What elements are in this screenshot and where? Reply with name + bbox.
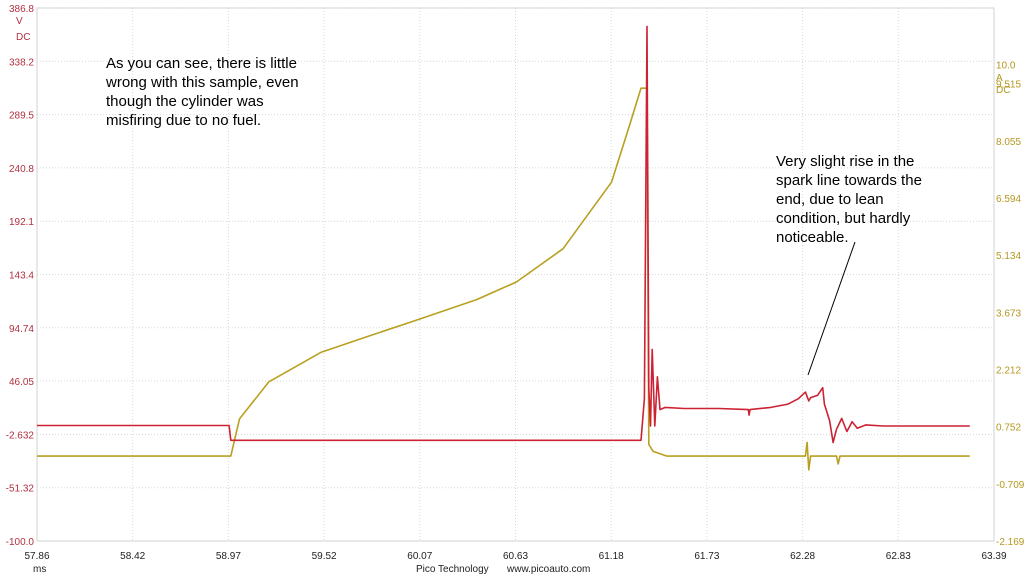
annotations: As you can see, there is little wrong wi… — [105, 55, 926, 376]
right-tick-label: 8.055 — [996, 137, 1021, 148]
right-note: Very slight rise in the spark line towar… — [776, 153, 926, 246]
left-tick-label: 46.05 — [9, 377, 34, 388]
right-coupling-label: DC — [996, 85, 1010, 96]
right-tick-label: 10.0 — [996, 61, 1016, 72]
x-tick-label: 61.73 — [694, 551, 719, 562]
x-tick-label: 58.42 — [120, 551, 145, 562]
right-note-line: noticeable. — [776, 229, 849, 246]
left-tick-label: -100.0 — [6, 537, 35, 548]
right-tick-label: 9.515 — [996, 80, 1021, 91]
left-note: As you can see, there is little wrong wi… — [105, 55, 303, 129]
right-tick-label: 3.673 — [996, 308, 1021, 319]
footer-brand: Pico Technology — [416, 564, 489, 575]
right-tick-label: 6.594 — [996, 194, 1021, 205]
x-tick-label: 63.39 — [981, 551, 1006, 562]
footer: Pico Technology www.picoauto.com — [416, 564, 590, 575]
right-tick-label: -2.169 — [996, 537, 1024, 548]
left-tick-label: -2.632 — [6, 430, 35, 441]
x-tick-label: 62.83 — [886, 551, 911, 562]
x-tick-label: 60.07 — [407, 551, 432, 562]
right-note-line: Very slight rise in the — [776, 153, 914, 170]
left-tick-label: 338.2 — [9, 57, 34, 68]
left-note-line: wrong with this sample, even — [105, 74, 299, 91]
left-tick-label: 386.8 — [9, 4, 34, 15]
right-tick-label: -0.709 — [996, 480, 1024, 491]
left-tick-label: 143.4 — [9, 271, 34, 282]
current-trace — [37, 87, 970, 471]
x-tick-label: 59.52 — [312, 551, 337, 562]
right-tick-label: 2.212 — [996, 366, 1021, 377]
x-unit-label: ms — [33, 564, 46, 575]
left-note-line: As you can see, there is little — [106, 55, 297, 72]
right-note-line: condition, but hardly — [776, 210, 911, 227]
x-tick-label: 62.28 — [790, 551, 815, 562]
left-tick-label: 192.1 — [9, 217, 34, 228]
right-axis: A DC 10.0 9.515 8.055 6.594 5.134 3.673 2.212 0… — [996, 61, 1024, 548]
x-tick-label: 60.63 — [503, 551, 528, 562]
left-axis: V DC 386.8 338.2 289.5 240.8 192.1 143.4 94.74… — [6, 4, 35, 548]
x-tick-label: 57.86 — [24, 551, 49, 562]
series-layer — [37, 25, 970, 471]
left-tick-label: 240.8 — [9, 164, 34, 175]
left-coupling-label: DC — [16, 32, 30, 43]
left-note-line: misfiring due to no fuel. — [106, 112, 261, 129]
right-note-line: spark line towards the — [776, 172, 922, 189]
left-tick-label: 289.5 — [9, 111, 34, 122]
right-note-line: end, due to lean — [776, 191, 884, 208]
left-unit-label: V — [16, 16, 23, 27]
left-note-line: though the cylinder was — [106, 93, 264, 110]
grid — [36, 7, 995, 542]
voltage-trace — [37, 25, 970, 444]
right-tick-label: 0.752 — [996, 423, 1021, 434]
footer-url: www.picoauto.com — [506, 564, 590, 575]
left-tick-label: -51.32 — [6, 484, 35, 495]
left-tick-label: 94.74 — [9, 324, 34, 335]
x-axis: ms 57.86 58.42 58.97 59.52 60.07 60.63 61.18 61… — [24, 551, 1006, 575]
right-unit-label: A — [996, 73, 1003, 84]
right-tick-label: 5.134 — [996, 251, 1021, 262]
x-tick-label: 61.18 — [599, 551, 624, 562]
x-tick-label: 58.97 — [216, 551, 241, 562]
annotation-pointer — [807, 241, 856, 376]
